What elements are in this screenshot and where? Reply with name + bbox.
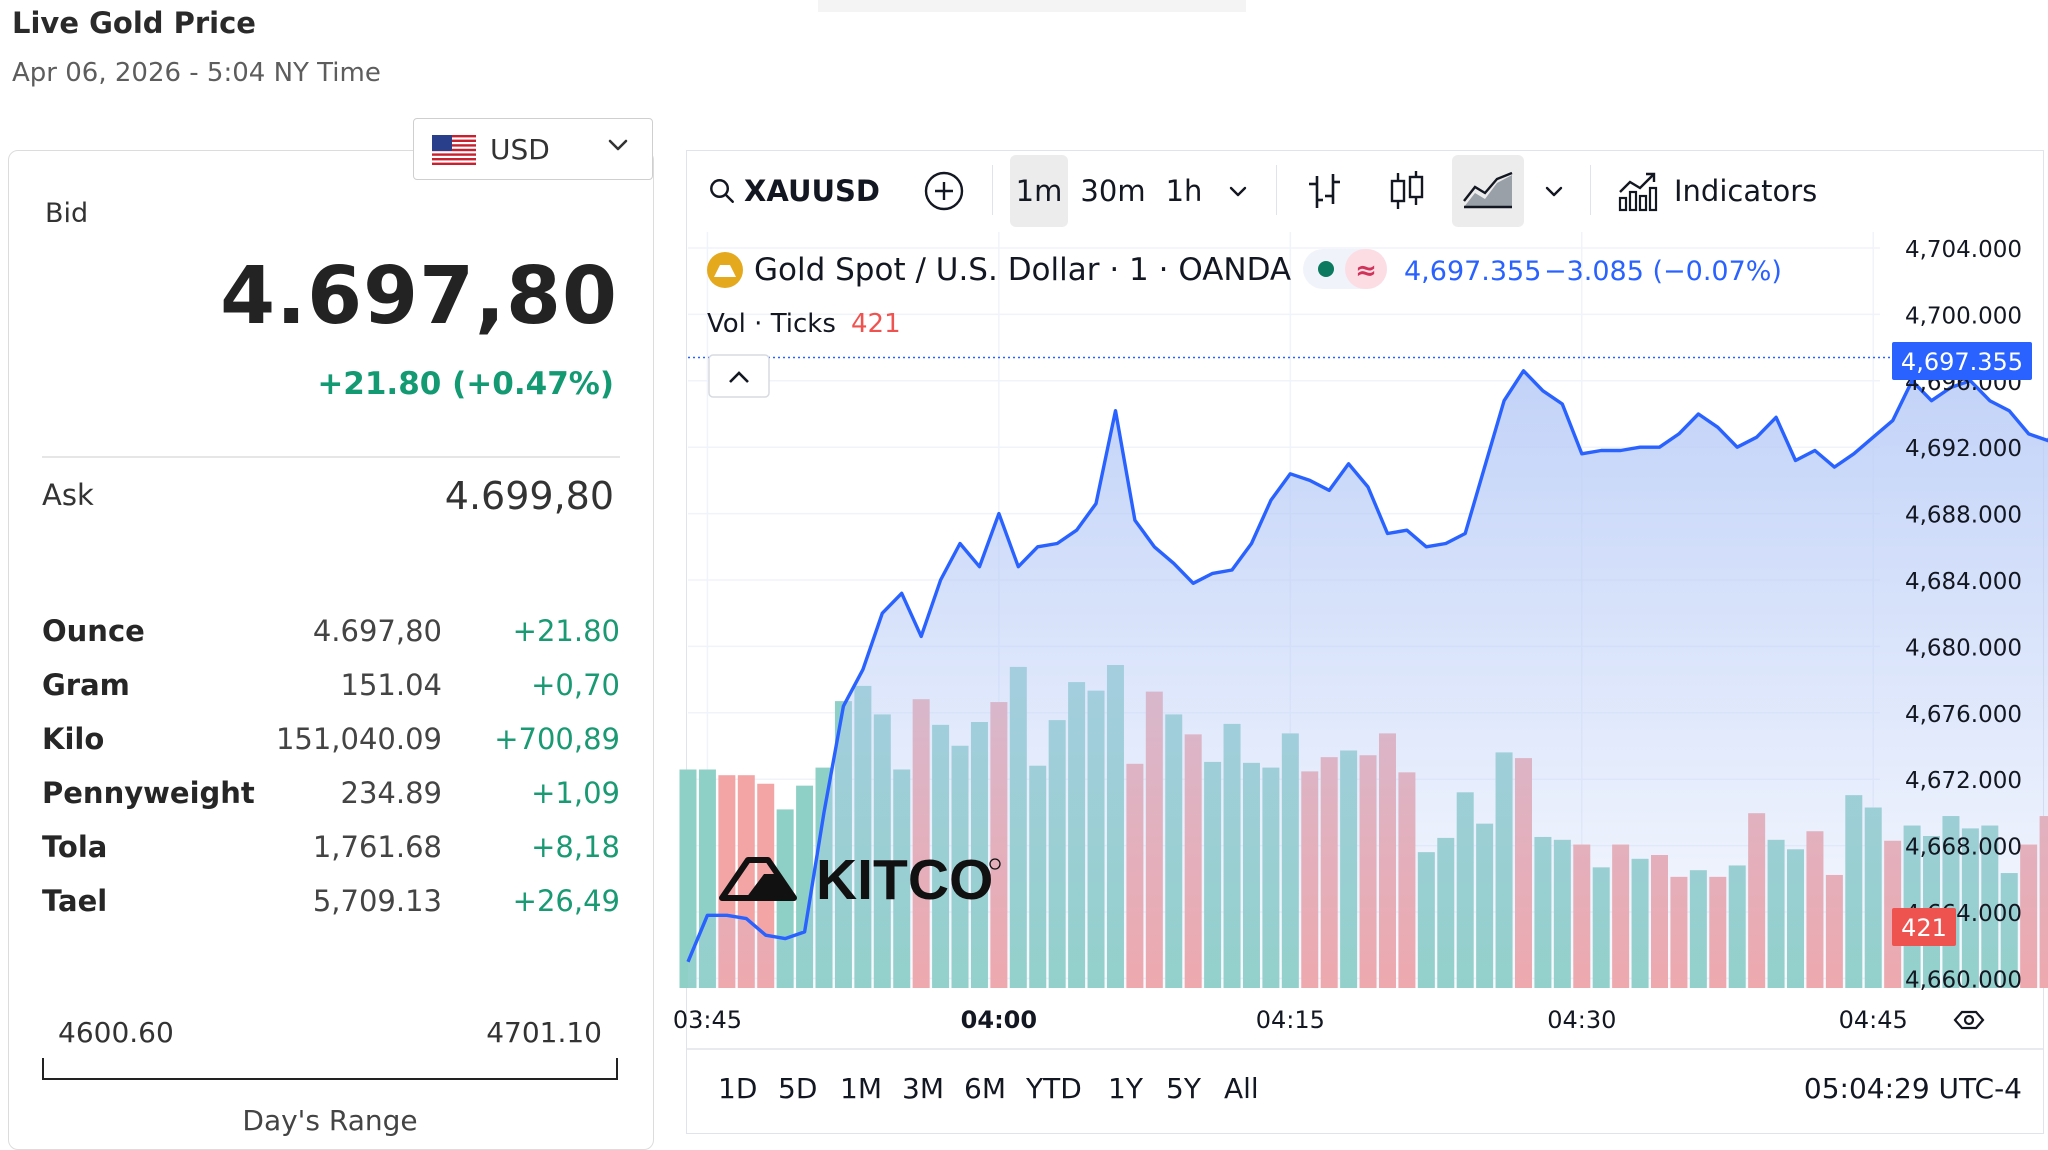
range-ytd[interactable]: YTD [1026,1072,1082,1105]
y-tick-label: 4,704.000 [1905,237,2022,263]
legend-change: −3.085 (−0.07%) [1544,256,1782,287]
x-tick-label: 03:45 [673,1006,742,1034]
volume-legend-label: Vol · Ticks [707,309,836,339]
y-tick-label: 4,668.000 [1905,835,2022,861]
range-5d[interactable]: 5D [778,1072,817,1105]
volume-legend-value: 421 [851,309,901,339]
y-tick-label: 4,680.000 [1905,635,2022,661]
range-6m[interactable]: 6M [964,1072,1006,1105]
kitco-wordmark: KITCO [816,848,993,912]
collapse-legend-button[interactable] [709,355,769,397]
legend-last-price: 4,697.355 [1404,256,1541,287]
range-5y[interactable]: 5Y [1166,1072,1201,1105]
last-price-tag: 4,697.355 [1892,342,2032,380]
x-tick-label: 04:00 [961,1006,1037,1034]
y-tick-label: 4,688.000 [1905,503,2022,529]
settings-icon [1955,1012,1983,1028]
range-all[interactable]: All [1224,1072,1259,1105]
y-tick-label: 4,692.000 [1905,436,2022,462]
y-tick-label: 4,672.000 [1905,768,2022,794]
volume-tag: 421 [1892,908,1956,946]
legend: Gold Spot / U.S. Dollar · 1 · OANDA ≈ 4,… [707,249,1782,339]
y-tick-label: 4,700.000 [1905,303,2022,329]
instrument-name: Gold Spot / U.S. Dollar · 1 · OANDA [754,252,1291,288]
y-tick-label: 4,660.000 [1905,967,2022,993]
delayed-data-icon: ≈ [1355,256,1377,286]
x-tick-label: 04:30 [1547,1006,1616,1034]
y-tick-label: 4,684.000 [1905,569,2022,595]
x-tick-label: 04:15 [1256,1006,1325,1034]
last-price-tag-label: 4,697.355 [1901,348,2023,376]
range-1y[interactable]: 1Y [1108,1072,1143,1105]
range-1d[interactable]: 1D [718,1072,757,1105]
y-tick-label: 4,676.000 [1905,702,2022,728]
chart-clock: 05:04:29 UTC-4 [1804,1072,2022,1105]
market-open-icon [1318,261,1334,277]
volume-tag-label: 421 [1901,914,1947,942]
x-tick-label: 04:45 [1839,1006,1908,1034]
settings-button[interactable] [1955,1012,1983,1028]
range-1m[interactable]: 1M [840,1072,882,1105]
range-3m[interactable]: 3M [902,1072,944,1105]
